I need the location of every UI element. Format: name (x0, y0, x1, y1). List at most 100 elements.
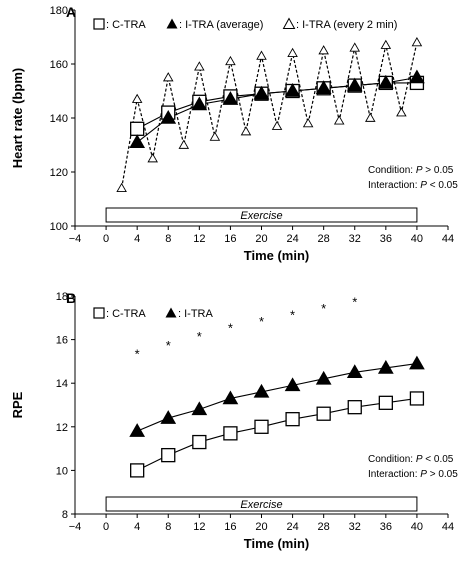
significance-asterisk: * (352, 294, 357, 309)
data-point-i-tra-average- (160, 109, 177, 124)
stat-p: P (416, 454, 423, 465)
data-point-i-tra-every-2-min- (349, 42, 361, 52)
x-tick-label: 20 (255, 521, 267, 533)
x-tick-label: 28 (318, 233, 330, 245)
exercise-bar (105, 496, 418, 512)
stat-text: Interaction: (368, 469, 420, 480)
data-point-c-tra (254, 419, 269, 434)
stat-interaction: Interaction: P > 0.05 (368, 469, 458, 480)
legend-label: : C-TRA (106, 19, 146, 31)
stat-text: > 0.05 (427, 469, 458, 480)
significance-asterisk: * (321, 301, 326, 316)
significance-asterisk: * (166, 338, 171, 353)
x-tick-label: 0 (103, 233, 109, 245)
x-tick-label: −4 (69, 521, 82, 533)
data-point-i-tra-average- (129, 134, 146, 149)
data-point-i-tra-average- (346, 77, 363, 92)
data-point-i-tra-every-2-min- (271, 120, 283, 130)
data-point-i-tra-average- (191, 96, 208, 111)
x-tick-label: 32 (349, 233, 361, 245)
y-tick-label: 140 (50, 113, 68, 125)
legend-marker (166, 18, 178, 29)
data-point-i-tra (160, 410, 177, 424)
significance-asterisk: * (228, 321, 233, 336)
y-tick-label: 120 (50, 167, 68, 179)
x-tick-label: 36 (380, 233, 392, 245)
data-point-i-tra (315, 370, 332, 385)
data-point-i-tra-every-2-min- (178, 139, 190, 149)
y-tick-label: 16 (56, 335, 68, 347)
x-tick-label: 8 (165, 521, 171, 533)
x-tick-label: 12 (193, 521, 205, 533)
significance-asterisk: * (259, 314, 264, 329)
x-tick-label: 40 (411, 521, 423, 533)
x-tick-label: 36 (380, 521, 392, 533)
data-point-i-tra (346, 364, 363, 379)
stat-condition: Condition: P < 0.05 (368, 454, 454, 465)
data-point-i-tra-every-2-min- (365, 112, 376, 122)
data-point-c-tra (130, 463, 145, 478)
x-tick-label: 24 (286, 521, 298, 533)
x-tick-label: 0 (103, 521, 109, 533)
significance-asterisk: * (197, 329, 202, 344)
exercise-label: Exercise (240, 499, 282, 511)
data-point-i-tra-every-2-min- (162, 72, 174, 82)
x-tick-label: 16 (224, 521, 236, 533)
data-point-c-tra (223, 426, 238, 441)
stat-condition: Condition: P > 0.05 (368, 165, 454, 176)
data-point-i-tra-average- (315, 80, 332, 95)
y-tick-label: 18 (56, 291, 68, 303)
data-point-i-tra (409, 355, 425, 370)
significance-asterisk: * (135, 347, 140, 362)
data-point-i-tra-every-2-min- (131, 93, 143, 103)
series-line-i-tra (136, 363, 417, 432)
data-point-i-tra-average- (284, 82, 301, 97)
data-point-i-tra-every-2-min- (302, 117, 314, 128)
y-tick-label: 160 (50, 59, 68, 71)
significance-asterisk: * (290, 307, 295, 322)
y-tick-label: 100 (50, 221, 68, 233)
y-axis-title: RPE (10, 391, 25, 418)
data-point-i-tra-average- (377, 74, 394, 89)
data-point-i-tra (253, 383, 270, 398)
stat-text: Condition: (368, 165, 416, 176)
data-point-i-tra-every-2-min- (194, 61, 205, 71)
series-line-i-tra-average- (136, 76, 418, 143)
x-tick-label: 32 (349, 521, 361, 533)
y-tick-label: 10 (56, 465, 68, 477)
data-point-i-tra (191, 401, 208, 416)
legend-label: : I-TRA (178, 308, 213, 320)
x-tick-label: 44 (442, 521, 454, 533)
data-point-c-tra (192, 434, 207, 450)
data-point-i-tra-every-2-min- (287, 47, 298, 58)
stat-interaction: Interaction: P < 0.05 (368, 180, 458, 191)
y-tick-label: 180 (50, 5, 68, 17)
y-axis-title: Heart rate (bpm) (10, 68, 25, 168)
data-point-c-tra (378, 395, 393, 410)
data-point-i-tra-every-2-min- (396, 107, 407, 117)
data-point-c-tra (347, 400, 362, 415)
x-tick-label: 4 (134, 521, 140, 533)
data-point-i-tra-every-2-min- (116, 182, 127, 193)
x-axis-title: Time (min) (244, 248, 310, 263)
legend-marker (93, 307, 105, 319)
data-point-i-tra-every-2-min- (411, 36, 423, 47)
legend-label: : C-TRA (106, 308, 146, 320)
data-point-i-tra (222, 390, 239, 405)
data-point-i-tra-average- (253, 85, 270, 100)
stat-text: Interaction: (368, 180, 420, 191)
x-tick-label: 40 (411, 233, 423, 245)
x-tick-label: 16 (224, 233, 236, 245)
stat-p: P (420, 469, 427, 480)
data-point-i-tra-average- (409, 69, 425, 84)
panel-letter: A (66, 4, 76, 20)
data-point-i-tra (377, 359, 394, 374)
panel-a: 100 120 140 160 180 −4 0 4 8 12 16 20 24 28 32 36 40 44 Ti… (10, 4, 458, 263)
data-point-i-tra (284, 377, 301, 392)
y-tick-label: 12 (56, 422, 68, 434)
data-point-i-tra-every-2-min- (318, 45, 329, 55)
x-tick-label: 20 (255, 233, 267, 245)
stat-text: Condition: (368, 454, 416, 465)
y-tick-label: 14 (56, 378, 68, 390)
